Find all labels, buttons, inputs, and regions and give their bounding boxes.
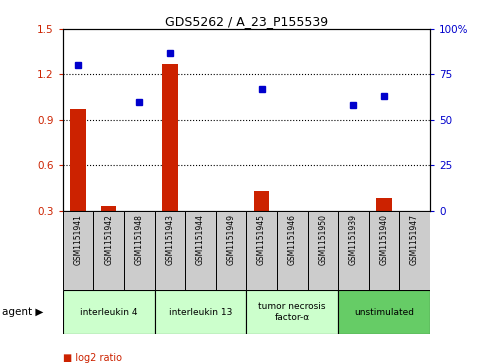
Text: GSM1151941: GSM1151941 [73,214,83,265]
Text: GSM1151945: GSM1151945 [257,214,266,265]
Bar [376,199,392,211]
Text: interleukin 4: interleukin 4 [80,308,138,317]
Bar [71,109,86,211]
Bar [185,211,216,290]
Text: unstimulated: unstimulated [354,308,414,317]
Text: interleukin 13: interleukin 13 [169,308,232,317]
Bar [155,211,185,290]
Text: GSM1151947: GSM1151947 [410,214,419,265]
Bar [246,290,338,334]
Bar [308,211,338,290]
Text: GSM1151950: GSM1151950 [318,214,327,265]
Bar [63,290,155,334]
Text: GSM1151942: GSM1151942 [104,214,113,265]
Bar [277,211,308,290]
Bar [162,64,177,211]
Bar [216,211,246,290]
Text: GSM1151943: GSM1151943 [165,214,174,265]
Bar [101,206,116,211]
Bar [338,211,369,290]
Text: ■ log2 ratio: ■ log2 ratio [63,352,122,363]
Bar [93,211,124,290]
Text: agent ▶: agent ▶ [2,307,44,317]
Bar [246,211,277,290]
Text: tumor necrosis
factor-α: tumor necrosis factor-α [258,302,326,322]
Bar [338,290,430,334]
Bar [399,211,430,290]
Text: GSM1151948: GSM1151948 [135,214,144,265]
Text: GSM1151939: GSM1151939 [349,214,358,265]
Text: GSM1151940: GSM1151940 [380,214,388,265]
Title: GDS5262 / A_23_P155539: GDS5262 / A_23_P155539 [165,15,328,28]
Bar [63,211,93,290]
Bar [369,211,399,290]
Text: GSM1151949: GSM1151949 [227,214,236,265]
Bar [155,290,246,334]
Text: GSM1151946: GSM1151946 [288,214,297,265]
Bar [254,191,270,211]
Text: GSM1151944: GSM1151944 [196,214,205,265]
Bar [124,211,155,290]
